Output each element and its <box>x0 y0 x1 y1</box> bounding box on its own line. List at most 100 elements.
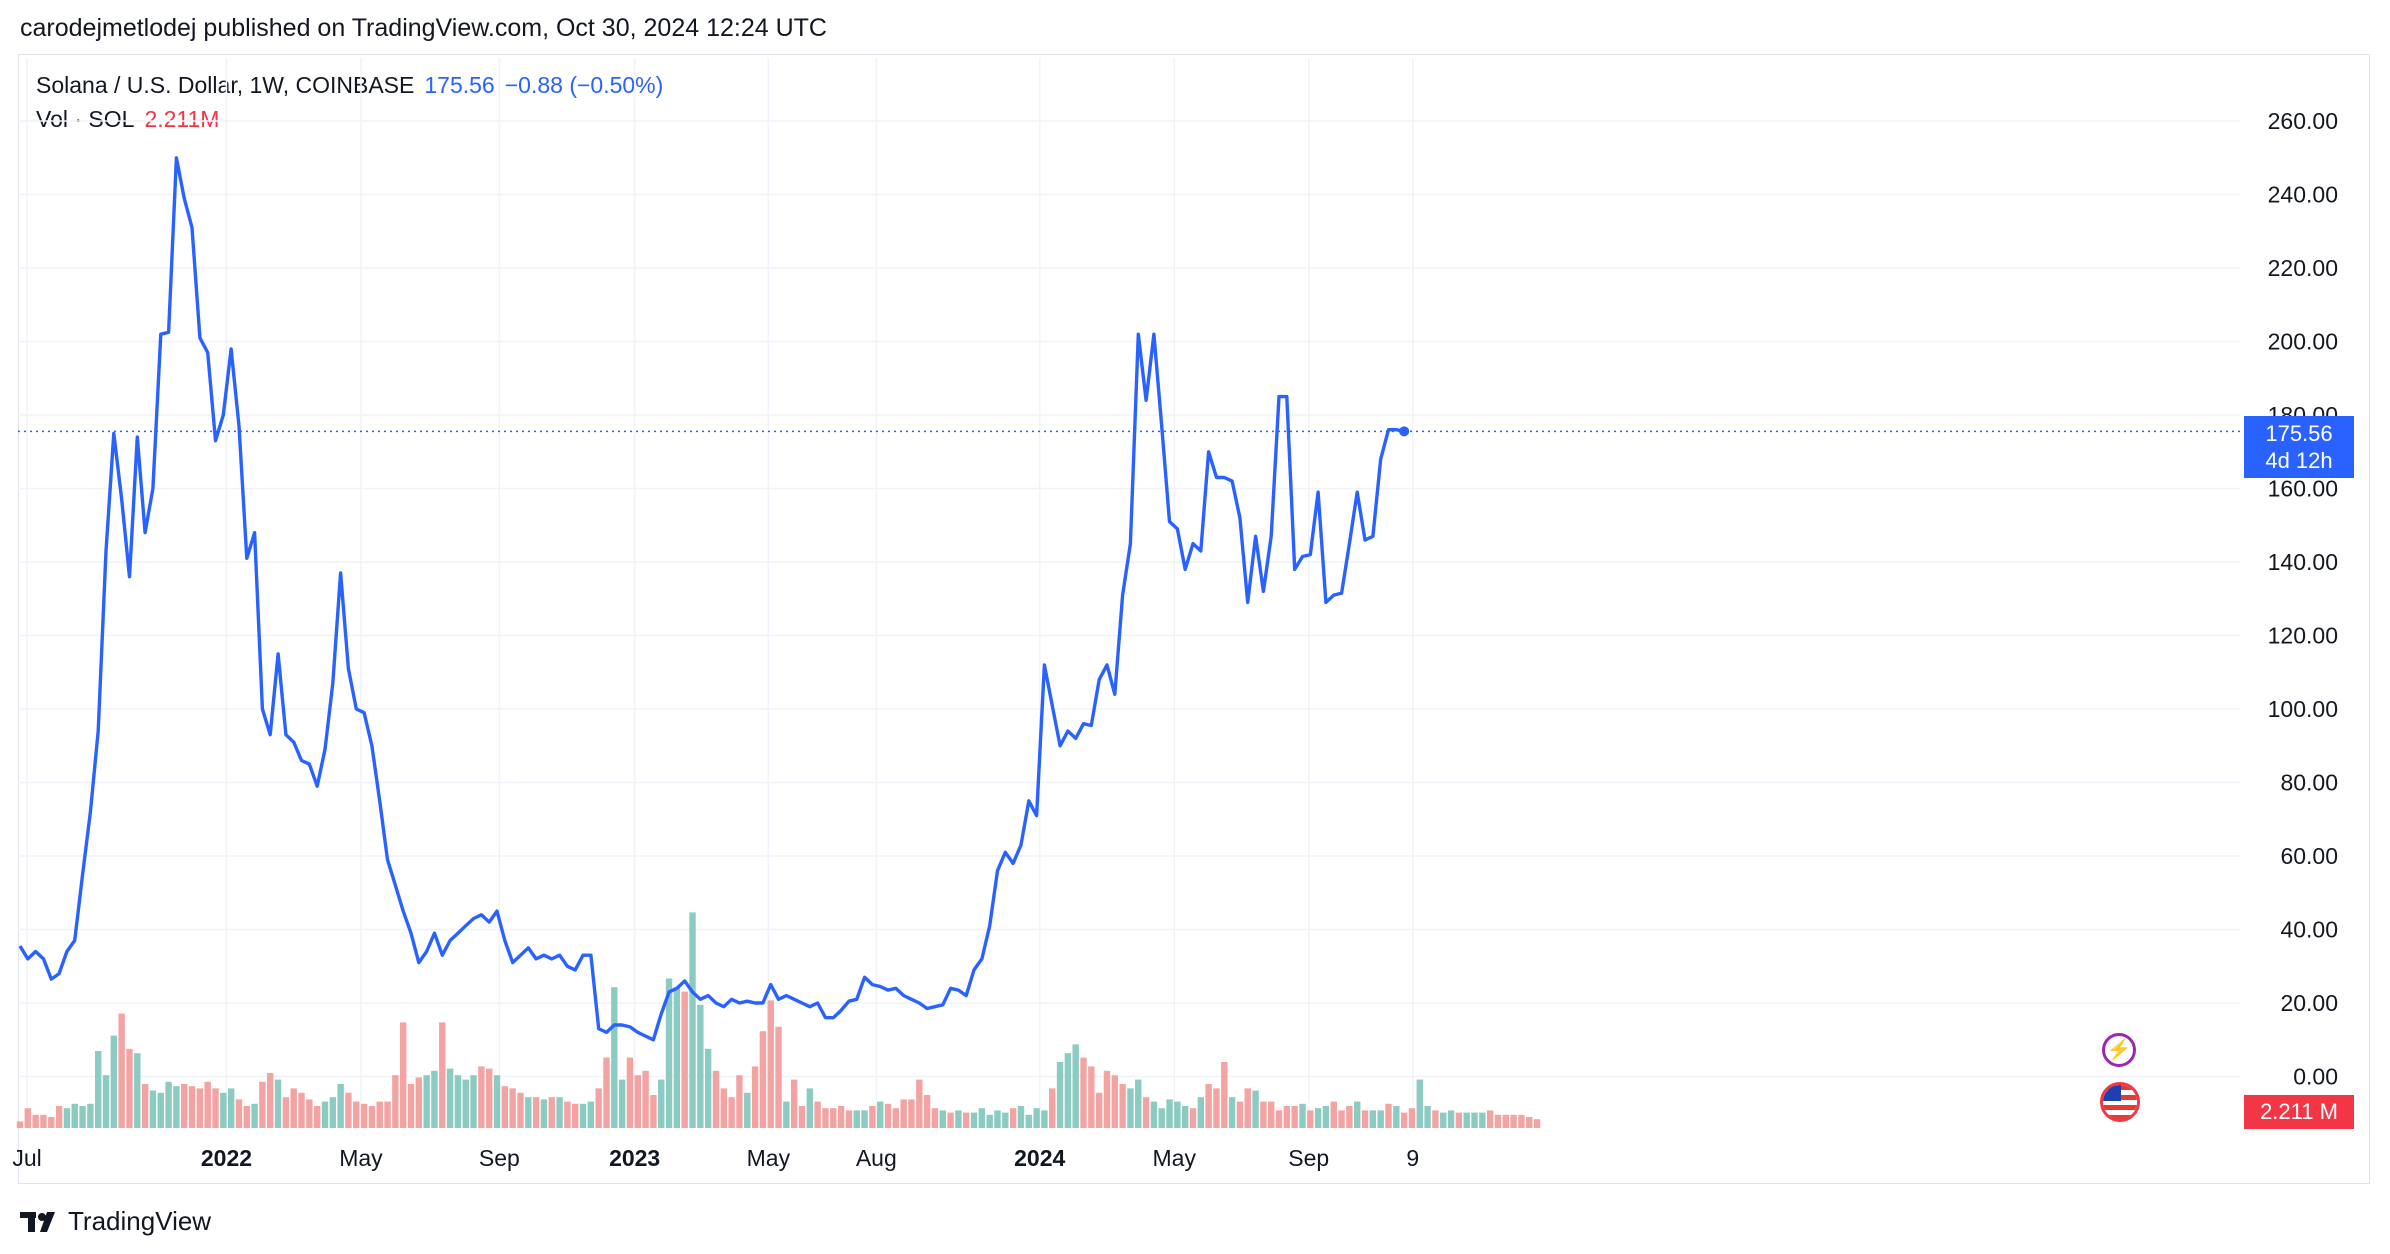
brand[interactable]: TradingView <box>20 1206 211 1237</box>
legend-volume-label: Vol · SOL <box>36 106 135 132</box>
x-tick-label: Aug <box>856 1145 897 1171</box>
volume-bar <box>830 1108 837 1128</box>
price-line <box>18 156 1405 1042</box>
volume-bar <box>517 1092 524 1128</box>
bolt-icon[interactable]: ⚡ <box>2102 1033 2136 1067</box>
volume-bar <box>87 1103 94 1128</box>
volume-bar <box>1330 1101 1337 1128</box>
volume-bar <box>1455 1112 1463 1128</box>
volume-bar <box>1260 1101 1267 1128</box>
volume-bar <box>689 912 696 1128</box>
volume-bar <box>470 1075 477 1128</box>
volume-bar <box>994 1110 1001 1128</box>
volume-bar <box>525 1097 532 1128</box>
y-tick-label: 140.00 <box>2268 549 2338 575</box>
volume-bar <box>478 1066 485 1128</box>
volume-bar <box>814 1101 821 1128</box>
bar-countdown: 4d 12h <box>2265 448 2333 473</box>
volume-bar <box>1346 1106 1353 1128</box>
volume-bar <box>1228 1097 1236 1128</box>
x-tick-label: 9 <box>1406 1145 1419 1171</box>
volume-bar <box>501 1086 509 1128</box>
volume-bar <box>157 1092 164 1128</box>
volume-bar <box>1181 1106 1189 1128</box>
volume-bar <box>1049 1088 1056 1128</box>
volume-bar <box>1017 1106 1025 1128</box>
volume-bar <box>783 1101 790 1128</box>
volume-bar <box>1033 1108 1040 1128</box>
volume-bar <box>1252 1090 1259 1128</box>
volume-bar <box>665 978 673 1128</box>
volume-bar <box>978 1108 986 1128</box>
volume-bar <box>282 1097 290 1128</box>
volume-bar <box>486 1068 493 1128</box>
volume-bar <box>1056 1062 1064 1128</box>
volume-bar <box>963 1112 970 1128</box>
volume-bar <box>1268 1101 1275 1128</box>
volume-bar <box>1244 1088 1251 1128</box>
volume-bar <box>399 1022 407 1128</box>
y-tick-label: 120.00 <box>2268 623 2338 649</box>
volume-bar <box>658 1079 665 1128</box>
volume-bar <box>1338 1110 1345 1128</box>
x-tick-label: Sep <box>1288 1145 1329 1171</box>
legend-volume-line[interactable]: Vol · SOL 2.211M <box>36 106 229 133</box>
volume-bar <box>63 1108 71 1128</box>
volume-bar <box>587 1101 595 1128</box>
volume-bar <box>462 1079 469 1128</box>
volume-bars <box>16 912 1541 1128</box>
volume-bar <box>877 1101 884 1128</box>
x-tick-label: May <box>1153 1145 1197 1171</box>
x-tick-label: May <box>339 1145 383 1171</box>
volume-bar <box>1494 1114 1502 1128</box>
y-tick-label: 20.00 <box>2280 990 2338 1016</box>
volume-bar <box>548 1097 555 1128</box>
volume-bar <box>806 1088 814 1128</box>
volume-bar <box>751 1066 759 1128</box>
volume-bar <box>1479 1112 1486 1128</box>
y-tick-label: 100.00 <box>2268 696 2338 722</box>
y-tick-label: 80.00 <box>2280 770 2338 796</box>
volume-bar <box>712 1070 720 1128</box>
volume-bar <box>298 1092 305 1128</box>
volume-bar <box>141 1084 149 1128</box>
volume-bar <box>204 1081 211 1128</box>
volume-bar <box>353 1101 360 1128</box>
us-flag-icon[interactable] <box>2100 1082 2140 1122</box>
volume-bar <box>55 1106 63 1128</box>
volume-bar <box>1205 1084 1212 1128</box>
volume-bar <box>251 1103 258 1128</box>
volume-bar <box>1275 1110 1283 1128</box>
volume-bar <box>869 1106 876 1128</box>
volume-bar <box>1526 1117 1533 1128</box>
x-tick-label: Jul <box>12 1145 41 1171</box>
volume-bar <box>1393 1106 1400 1128</box>
volume-bar <box>540 1099 548 1128</box>
y-tick-label: 60.00 <box>2280 843 2338 869</box>
volume-bar <box>923 1095 931 1128</box>
volume-bar <box>392 1075 399 1128</box>
volume-bar <box>439 1022 446 1128</box>
volume-bar <box>556 1097 563 1128</box>
volume-bar <box>822 1108 829 1128</box>
volume-bar <box>1009 1108 1017 1128</box>
volume-bar <box>611 987 618 1128</box>
volume-bar <box>697 1004 704 1128</box>
volume-bar <box>1072 1044 1079 1128</box>
volume-bar <box>790 1079 798 1128</box>
legend-symbol-line[interactable]: Solana / U.S. Dollar, 1W, COINBASE 175.56… <box>36 72 673 99</box>
volume-bar <box>916 1079 923 1128</box>
y-tick-label: 200.00 <box>2268 329 2338 355</box>
volume-bar <box>102 1075 110 1128</box>
volume-bar <box>759 1031 767 1128</box>
volume-bar <box>1142 1097 1150 1128</box>
volume-bar <box>1533 1119 1541 1128</box>
x-tick-label: 2024 <box>1014 1145 1065 1171</box>
volume-bar <box>1103 1070 1111 1128</box>
volume-bar <box>360 1103 368 1128</box>
volume-bar <box>274 1079 282 1128</box>
volume-bar <box>368 1106 376 1128</box>
volume-bar <box>986 1114 993 1128</box>
volume-bar <box>1095 1092 1103 1128</box>
